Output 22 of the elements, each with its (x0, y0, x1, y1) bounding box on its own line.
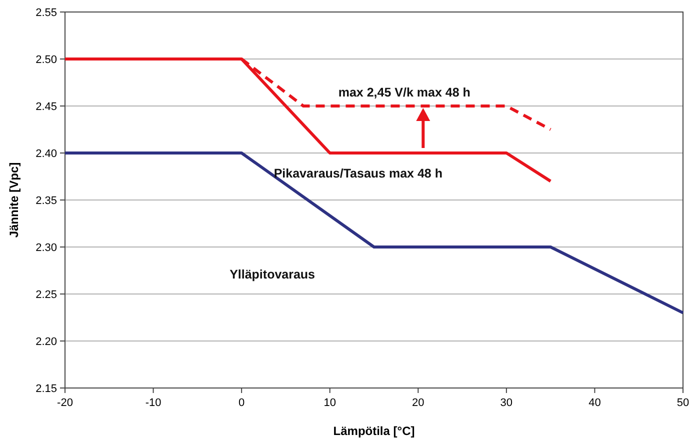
y-tick-label: 2.45 (36, 100, 57, 113)
y-axis-title: Jännite [Vpc] (7, 162, 21, 238)
x-tick-label: 30 (500, 397, 513, 409)
y-tick-label: 2.15 (36, 382, 57, 395)
annotation: Pikavaraus/Tasaus max 48 h (274, 166, 442, 180)
x-tick-label: 10 (324, 397, 336, 409)
y-tick-label: 2.40 (36, 148, 57, 160)
x-tick-label: 0 (238, 397, 245, 409)
y-tick-label: 2.20 (36, 336, 57, 348)
x-tick-label: -10 (145, 397, 162, 409)
x-tick-label: 50 (676, 397, 690, 409)
y-tick-label: 2.50 (36, 54, 57, 66)
y-tick-label: 2.30 (36, 242, 57, 254)
annotation: max 2,45 V/k max 48 h (338, 85, 470, 100)
x-tick-label: 40 (588, 397, 601, 409)
x-axis-title: Lämpötila [°C] (333, 424, 415, 438)
x-tick-label: 20 (412, 397, 424, 409)
y-tick-label: 2.25 (36, 288, 57, 301)
x-tick-label: -20 (57, 397, 73, 409)
y-tick-label: 2.35 (36, 194, 57, 207)
y-tick-label: 2.55 (36, 6, 57, 19)
annotation: Ylläpitovaraus (230, 267, 316, 282)
